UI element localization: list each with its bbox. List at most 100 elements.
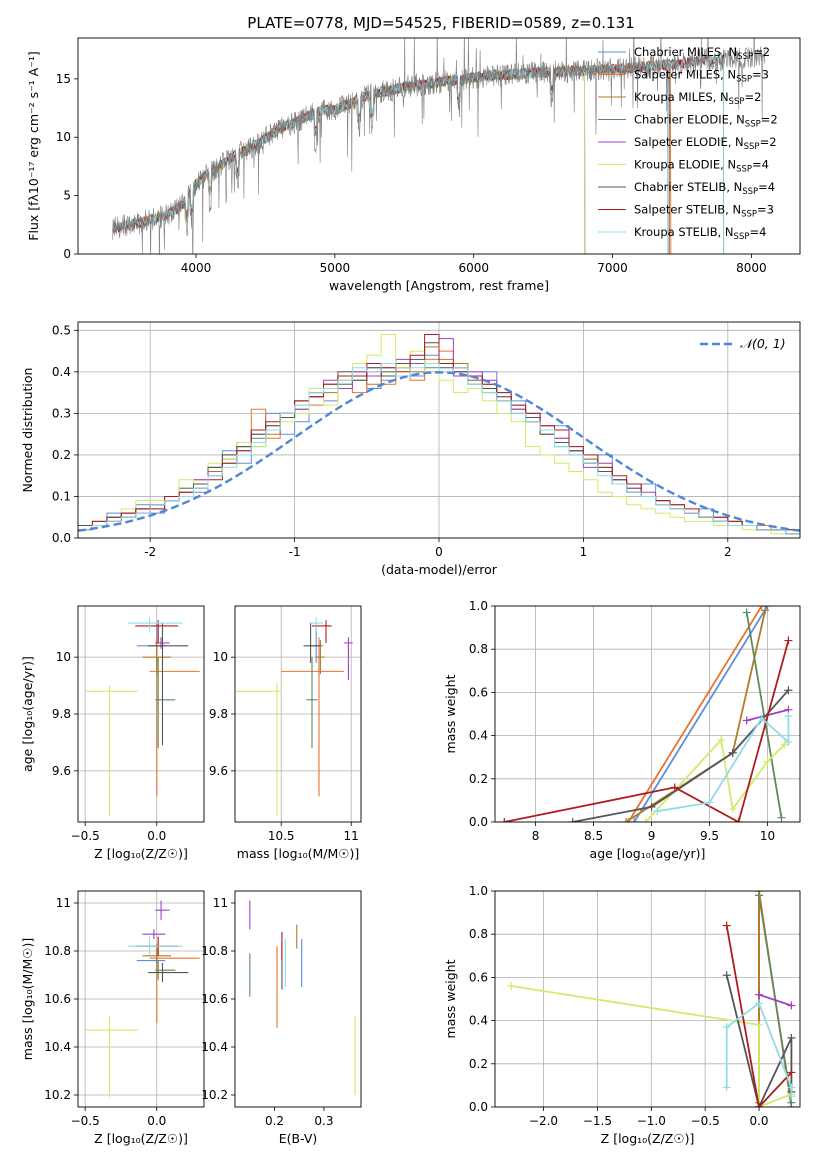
y-tick-label: 10 (213, 650, 228, 664)
x-axis-label: Z [log₁₀(Z/Z☉)] (94, 1131, 188, 1146)
y-tick-label: 0.0 (52, 531, 71, 545)
y-tick-label: 10.8 (201, 944, 228, 958)
x-tick-label: −2.0 (529, 1114, 558, 1128)
weight-marker (630, 818, 639, 822)
weight-marker (787, 1033, 796, 1042)
y-axis-label: Flux [fλ10⁻¹⁷ erg cm⁻² s⁻¹ A⁻¹] (26, 51, 41, 240)
x-axis-label: Z [log₁₀(Z/Z☉)] (601, 1131, 695, 1146)
panel-weight_vs_age: 8 8.5 9 9.5 10 0.0 0.2 0.4 0.6 0.8 1.0 age [log₁₀(a… (443, 599, 801, 861)
y-tick-label: 0.2 (52, 448, 71, 462)
histogram-series-8 (78, 363, 800, 535)
panel-mass_vs_EBV: 0.2 0.3 10.2 10.4 10.6 10.8 11 E(B-V) (201, 890, 362, 1146)
x-tick-label: −1.0 (637, 1114, 666, 1128)
weight-marker (787, 1001, 796, 1010)
y-tick-label: 11 (213, 896, 228, 910)
legend: Chabrier MILES, NSSP=2 Salpeter MILES, NS… (598, 45, 778, 242)
grid-weight_vs_Z (495, 890, 800, 1108)
weight-marker (722, 971, 731, 980)
y-tick-label: 9.8 (52, 707, 71, 721)
weight-marker (728, 805, 737, 814)
plot-area-age_vs_Z (85, 617, 200, 817)
y-tick-label: 15 (56, 72, 71, 86)
x-tick-label: 8000 (736, 261, 767, 275)
weight-marker (755, 1103, 764, 1107)
plot-area-spectrum (112, 38, 766, 254)
y-tick-label: 10.4 (44, 1040, 71, 1054)
x-axis-label: age [log₁₀(age/yr)] (590, 846, 706, 861)
legend-label: Kroupa ELODIE, NSSP=4 (634, 158, 769, 175)
weight-marker (784, 738, 793, 747)
y-tick-label: 10.4 (201, 1040, 228, 1054)
figure-title: PLATE=0778, MJD=54525, FIBERID=0589, z=0… (247, 14, 634, 32)
x-tick-label: 8 (532, 829, 540, 843)
weight-marker (722, 1083, 731, 1092)
grid-age_vs_Z (78, 606, 204, 822)
plot-area-weight_vs_age (500, 606, 793, 822)
y-axis-label: mass [log₁₀(M/M☉)] (20, 938, 35, 1060)
weight-marker (705, 798, 714, 807)
legend-label: Chabrier MILES, NSSP=2 (634, 45, 770, 62)
weight-marker (742, 716, 751, 725)
x-tick-label: 0.0 (749, 1114, 768, 1128)
y-tick-label: 0.2 (469, 1057, 488, 1071)
normal-curve (78, 371, 800, 532)
axes-frame (494, 605, 801, 823)
x-tick-label: 2 (724, 545, 732, 559)
panel-mass_vs_Z: −0.5 0.0 10.2 10.4 10.6 10.8 11 Z [log₁₀(Z/Z☉)]… (20, 890, 205, 1146)
x-tick-label: −0.5 (71, 1114, 100, 1128)
panel-residuals: -2 -1 0 1 2 0.0 0.1 0.2 0.3 0.4 0.5 (data-model)/er… (20, 321, 801, 577)
y-tick-label: 0.8 (469, 642, 488, 656)
weight-marker (568, 818, 577, 822)
x-tick-label: 0.0 (147, 1114, 166, 1128)
legend-label: Salpeter ELODIE, NSSP=2 (634, 135, 777, 152)
plot-area-weight_vs_Z (507, 891, 796, 1107)
y-tick-label: 10 (56, 130, 71, 144)
panel-age_vs_mass: 10.5 11 9.6 9.8 10 mass [log₁₀(M/M☉)] (209, 605, 362, 861)
weight-marker (624, 818, 633, 822)
weight-marker (641, 818, 650, 822)
y-tick-label: 9.6 (52, 764, 71, 778)
y-tick-label: 5 (63, 189, 71, 203)
weight-marker (647, 802, 656, 811)
x-tick-label: 0.3 (314, 1114, 333, 1128)
y-tick-label: 10.2 (44, 1088, 71, 1102)
weight-line-6 (725, 974, 793, 1107)
y-tick-label: 10.6 (201, 992, 228, 1006)
x-tick-label: 9.5 (700, 829, 719, 843)
y-tick-label: 9.8 (209, 707, 228, 721)
axes-frame (77, 37, 801, 255)
axes-frame (77, 321, 801, 539)
legend-label: Salpeter MILES, NSSP=3 (634, 68, 769, 85)
weight-marker (670, 783, 679, 792)
y-tick-label: 0.0 (469, 1100, 488, 1114)
y-tick-label: 10 (56, 650, 71, 664)
y-tick-label: 0.6 (469, 970, 488, 984)
x-tick-label: 0 (435, 545, 443, 559)
y-tick-label: 1.0 (469, 884, 488, 898)
weight-marker (500, 818, 509, 822)
weight-marker (757, 714, 766, 723)
legend-label: Chabrier ELODIE, NSSP=2 (634, 113, 778, 130)
weight-marker (787, 1068, 796, 1077)
legend-label: Kroupa STELIB, NSSP=4 (634, 225, 766, 242)
axes-frame (77, 605, 205, 823)
weight-marker (734, 818, 743, 822)
axes-frame (494, 890, 801, 1108)
y-tick-label: 10.2 (201, 1088, 228, 1102)
weight-marker (787, 1092, 796, 1101)
x-tick-label: 11 (344, 829, 359, 843)
x-tick-label: -2 (144, 545, 156, 559)
legend: 𝒩(0, 1) (700, 336, 786, 351)
panel-age_vs_Z: −0.5 0.0 9.6 9.8 10 Z [log₁₀(Z/Z☉)] age [log₁₀… (20, 605, 205, 861)
y-tick-label: 9.6 (209, 764, 228, 778)
weight-marker (777, 813, 786, 822)
x-tick-label: −0.5 (691, 1114, 720, 1128)
weight-marker (763, 757, 772, 766)
x-axis-label: E(B-V) (279, 1131, 318, 1146)
y-tick-label: 0.3 (52, 406, 71, 420)
weight-marker (755, 891, 764, 900)
weight-marker (507, 982, 516, 991)
weight-line-8 (657, 716, 790, 813)
y-tick-label: 0.0 (469, 815, 488, 829)
x-tick-label: −1.5 (583, 1114, 612, 1128)
